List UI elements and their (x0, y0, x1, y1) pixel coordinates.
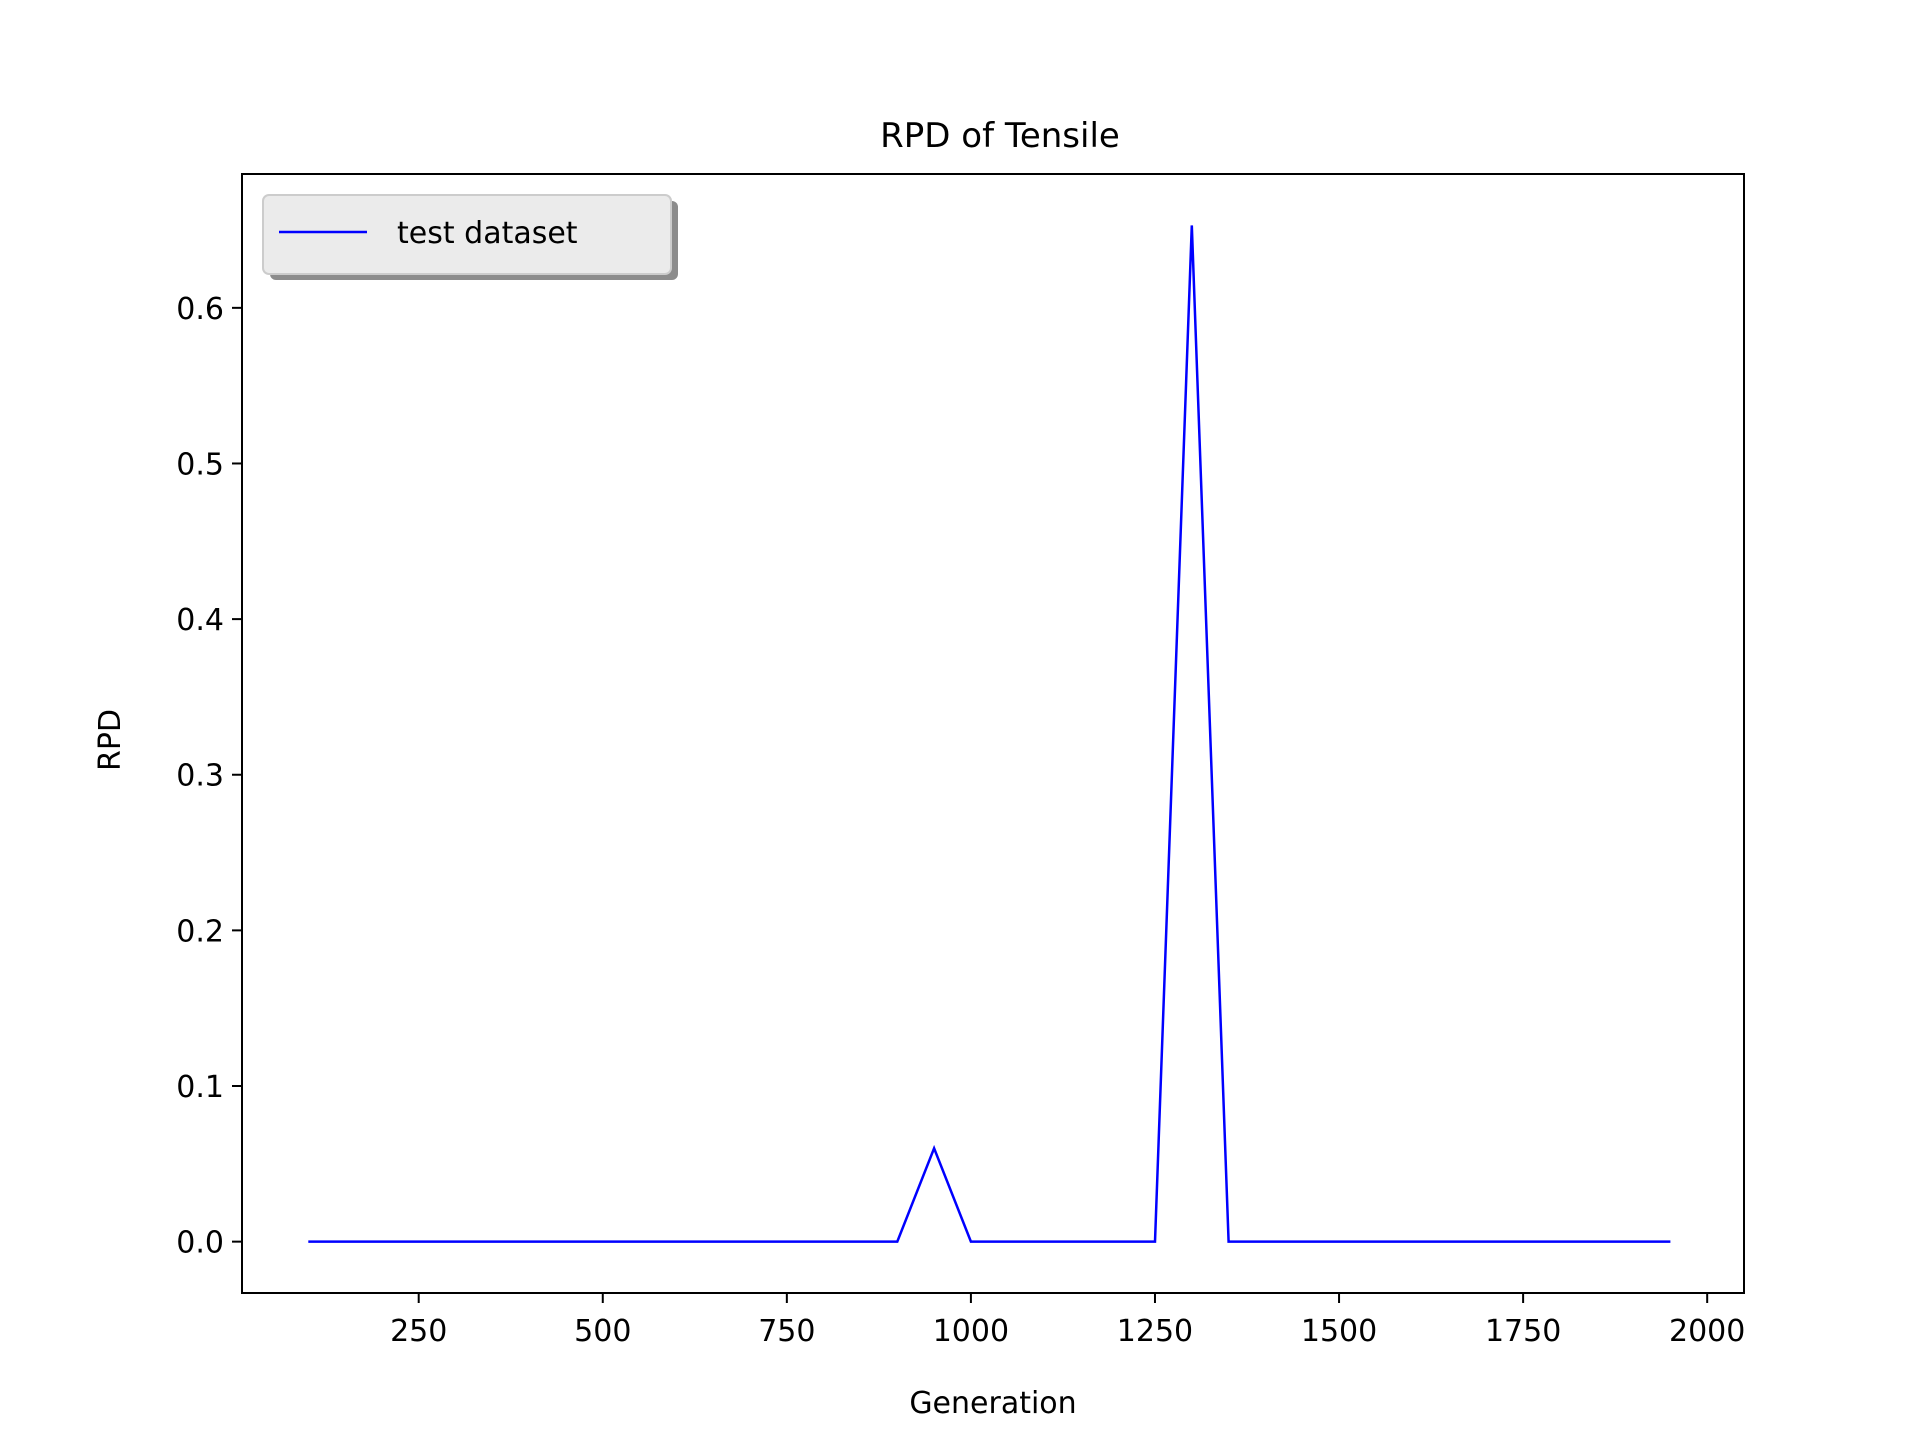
series-line-test-dataset (308, 225, 1671, 1243)
chart-title: RPD of Tensile (880, 116, 1120, 156)
y-tick-label: 0.0 (176, 1226, 224, 1261)
y-axis: 0.0 0.1 0.2 0.3 0.4 0.5 0.6 (176, 292, 242, 1261)
legend: test dataset (262, 194, 678, 280)
x-tick-label: 1750 (1485, 1314, 1561, 1349)
x-tick-label: 750 (758, 1314, 815, 1349)
x-tick-label: 1500 (1301, 1314, 1377, 1349)
legend-label: test dataset (397, 216, 578, 251)
y-tick-label: 0.1 (176, 1070, 224, 1105)
y-tick-label: 0.4 (176, 603, 224, 638)
y-tick-label: 0.6 (176, 292, 224, 327)
x-axis-label: Generation (909, 1386, 1076, 1421)
series-layer (308, 225, 1671, 1243)
y-tick-label: 0.2 (176, 914, 224, 949)
x-tick-label: 1250 (1117, 1314, 1193, 1349)
x-tick-label: 2000 (1669, 1314, 1745, 1349)
x-tick-label: 500 (574, 1314, 631, 1349)
x-tick-label: 1000 (933, 1314, 1009, 1349)
legend-box (262, 194, 672, 275)
plot-area (241, 173, 1745, 1294)
y-axis-label: RPD (93, 709, 128, 771)
y-tick-label: 0.3 (176, 759, 224, 794)
x-axis: 250 500 750 1000 1250 1500 1750 2000 (390, 1293, 1745, 1349)
y-tick-label: 0.5 (176, 447, 224, 482)
x-tick-label: 250 (390, 1314, 447, 1349)
